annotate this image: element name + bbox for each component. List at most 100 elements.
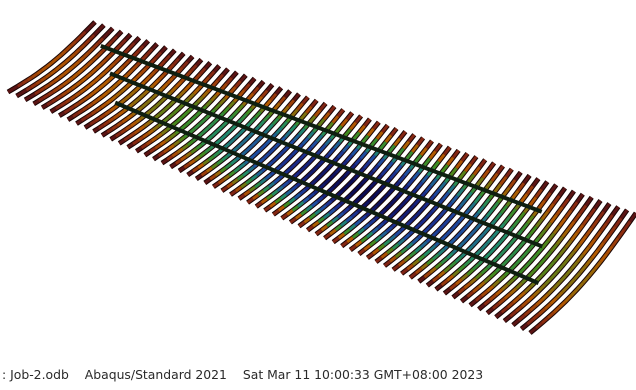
- bar-segment: [458, 170, 467, 180]
- bar-segment: [34, 89, 41, 96]
- bar-segment: [359, 151, 368, 160]
- bar-segment: [126, 142, 134, 149]
- bar-segment: [248, 185, 256, 193]
- bar-segment: [194, 109, 203, 118]
- bar-segment: [99, 113, 106, 120]
- bar-segment: [481, 169, 490, 179]
- bar-segment: [289, 124, 297, 133]
- bar-segment: [443, 287, 452, 295]
- bar-segment: [558, 274, 567, 284]
- bar-segment: [240, 113, 248, 121]
- bar-segment: [534, 321, 543, 330]
- bar-segment: [567, 220, 576, 231]
- bar-segment: [520, 323, 529, 331]
- bar-segment: [155, 100, 163, 108]
- bar-segment: [255, 201, 263, 208]
- bar-segment: [529, 326, 537, 335]
- bar-segment: [349, 121, 357, 131]
- bar-segment: [511, 319, 520, 327]
- bar-segment: [491, 229, 500, 238]
- bar-segment: [522, 174, 531, 184]
- bar-segment: [327, 186, 335, 194]
- bar-segment: [141, 101, 149, 109]
- bar-segment: [160, 95, 168, 103]
- bar-segment: [60, 49, 68, 57]
- bar-segment: [593, 199, 602, 210]
- bar-segment: [32, 99, 40, 106]
- bar-segment: [24, 95, 31, 102]
- bar-segment: [457, 241, 466, 249]
- bar-segment: [482, 198, 491, 208]
- bar-segment: [486, 235, 495, 245]
- bar-segment: [622, 220, 632, 231]
- bar-segment: [138, 124, 146, 132]
- bar-segment: [426, 258, 434, 266]
- bar-segment: [96, 95, 104, 102]
- bar-segment: [558, 300, 567, 309]
- bar-segment: [361, 134, 370, 144]
- bar-segment: [181, 60, 189, 69]
- bar-segment: [575, 193, 585, 204]
- bar-segment: [86, 102, 94, 109]
- bar-segment: [116, 120, 124, 127]
- stiffener-line: [114, 100, 540, 286]
- bar-segment: [150, 136, 158, 143]
- bar-segment: [517, 291, 526, 299]
- bar-segment: [357, 248, 366, 256]
- bar-segment: [397, 174, 406, 184]
- bar-segment: [269, 92, 278, 101]
- bar-segment: [192, 87, 200, 95]
- bar-segment: [464, 163, 472, 173]
- bar-segment: [466, 290, 474, 298]
- bar-segment: [215, 125, 224, 133]
- bar-segment: [291, 205, 299, 212]
- bar-segment: [520, 250, 529, 259]
- bar-segment: [331, 216, 339, 223]
- bar-segment: [233, 166, 241, 173]
- bar-segment: [176, 147, 184, 154]
- bar-segment: [310, 99, 318, 108]
- bar-segment: [242, 136, 250, 144]
- bar-segment: [523, 309, 532, 317]
- bar-segment: [340, 220, 348, 227]
- bar-segment: [88, 91, 95, 98]
- bar-segment: [415, 181, 424, 190]
- bar-segment: [569, 201, 579, 212]
- bar-segment: [437, 270, 446, 278]
- bar-segment: [151, 42, 159, 51]
- bar-segment: [152, 154, 160, 161]
- bar-segment: [233, 132, 241, 140]
- bar-segment: [64, 57, 71, 64]
- bar-segment: [405, 242, 414, 250]
- bar-segment: [190, 64, 198, 72]
- bar-segment: [457, 264, 466, 272]
- bar-segment: [445, 227, 454, 236]
- bar-segment: [278, 96, 287, 105]
- bar-segment: [387, 211, 396, 220]
- bar-segment: [513, 171, 522, 181]
- bar-segment: [221, 68, 230, 76]
- bar-segment: [106, 87, 114, 94]
- bar-segment: [605, 214, 614, 225]
- bar-segment: [329, 228, 337, 236]
- bar-segment: [36, 69, 43, 76]
- bar-segment: [402, 233, 411, 241]
- bar-segment: [264, 99, 273, 107]
- bar-segment: [195, 143, 203, 150]
- bar-segment: [555, 290, 564, 299]
- bar-segment: [91, 98, 99, 105]
- bar-segment: [247, 166, 255, 173]
- bar-segment: [363, 244, 371, 251]
- bar-segment: [254, 182, 262, 189]
- bar-segment: [523, 285, 532, 294]
- bar-segment: [319, 143, 327, 152]
- bar-segment: [183, 162, 191, 169]
- bar-segment: [552, 195, 561, 205]
- bar-segment: [379, 208, 387, 216]
- bar-segment: [89, 119, 96, 126]
- bar-segment: [51, 97, 58, 104]
- bar-outline: [442, 180, 550, 296]
- bar-segment: [573, 242, 582, 253]
